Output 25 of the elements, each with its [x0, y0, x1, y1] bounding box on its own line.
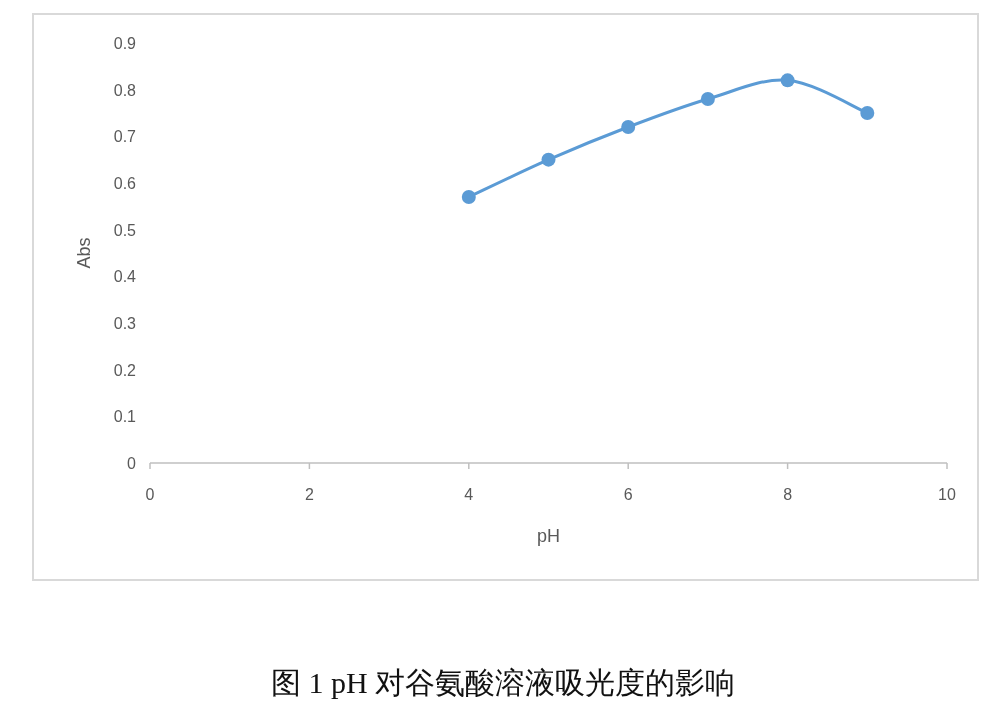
point [461, 190, 476, 204]
y-tick-label: 0.2 [113, 361, 137, 379]
x-tick-label: 10 [938, 486, 956, 503]
y-tick-label: 0.5 [113, 221, 137, 239]
y-tick-label: 0 [127, 455, 137, 472]
x-tick-label: 8 [783, 486, 793, 503]
y-tick-label: 0.1 [113, 408, 137, 426]
y-axis-title: Abs [74, 237, 94, 269]
y-tick-label: 0.7 [113, 128, 137, 146]
y-tick-label: 0.8 [113, 81, 137, 99]
x-tick-label: 0 [145, 486, 155, 503]
y-tick-label: 0.3 [113, 315, 137, 332]
y-tick-label: 0.9 [113, 35, 137, 52]
point [541, 152, 556, 167]
x-tick-label: 4 [464, 486, 474, 503]
x-axis-title: pH [536, 526, 561, 546]
point [621, 120, 636, 134]
point [700, 92, 715, 106]
text: 图 1 pH 对谷氨酸溶液吸光度的影响 [270, 666, 736, 699]
y-tick-label: 0.6 [113, 175, 137, 192]
point [860, 106, 875, 120]
x-tick-label: 2 [304, 486, 314, 503]
point [780, 73, 795, 88]
y-tick-label: 0.4 [113, 268, 137, 286]
x-tick-label: 6 [623, 486, 633, 503]
